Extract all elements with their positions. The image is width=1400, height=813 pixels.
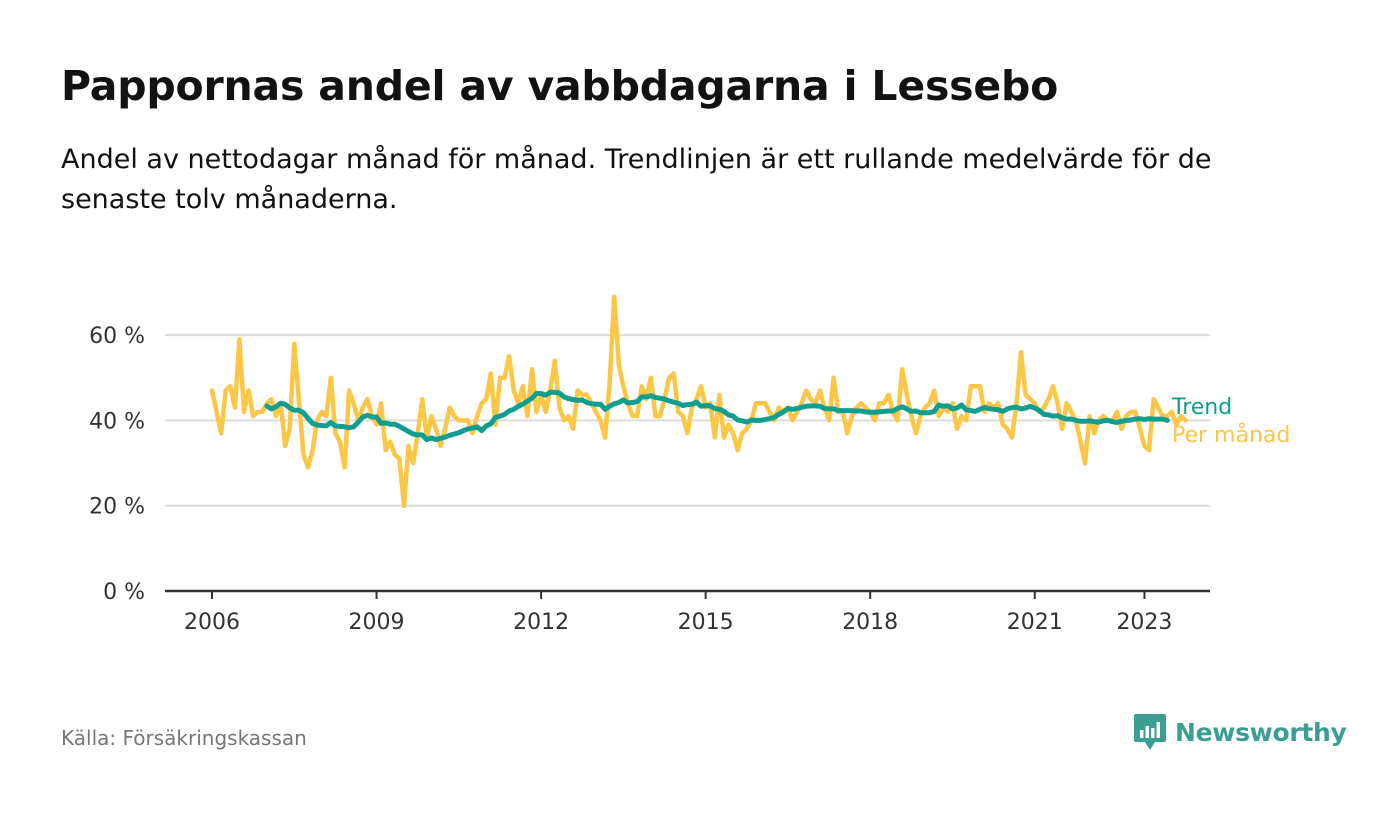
- x-axis: 2006 2009 2012 2015 2018 2021 2023: [165, 589, 1210, 635]
- y-tick-label: 0 %: [103, 580, 145, 605]
- brand-name: Newsworthy: [1175, 717, 1347, 747]
- series-line-trend: [264, 389, 1170, 443]
- source-note: Källa: Försäkringskassan: [61, 726, 307, 750]
- x-tick-label: 2018: [842, 610, 898, 635]
- x-tick-label: 2006: [184, 610, 240, 635]
- x-tick-label: 2012: [513, 610, 569, 635]
- brand-logo[interactable]: Newsworthy: [1133, 712, 1347, 752]
- y-tick-label: 40 %: [89, 409, 145, 434]
- x-tick-label: 2009: [349, 610, 405, 635]
- series-lines: [209, 294, 1188, 508]
- chart-title: Pappornas andel av vabbdagarna i Lessebo: [61, 62, 1059, 110]
- newsworthy-logo-icon: [1134, 714, 1166, 750]
- x-tick-label: 2021: [1007, 610, 1063, 635]
- legend-label-trend: Trend: [1171, 395, 1232, 420]
- y-axis-ticks: 0 % 20 % 40 % 60 %: [89, 324, 145, 605]
- y-tick-label: 60 %: [89, 324, 145, 349]
- chart-subtitle: Andel av nettodagar månad för månad. Tre…: [61, 144, 1212, 215]
- legend-label-per-m-nad: Per månad: [1172, 422, 1290, 448]
- x-tick-label: 2023: [1116, 610, 1172, 635]
- x-tick-label: 2015: [678, 610, 734, 635]
- y-tick-label: 20 %: [89, 495, 145, 520]
- series-line-per-m-nad: [209, 294, 1188, 508]
